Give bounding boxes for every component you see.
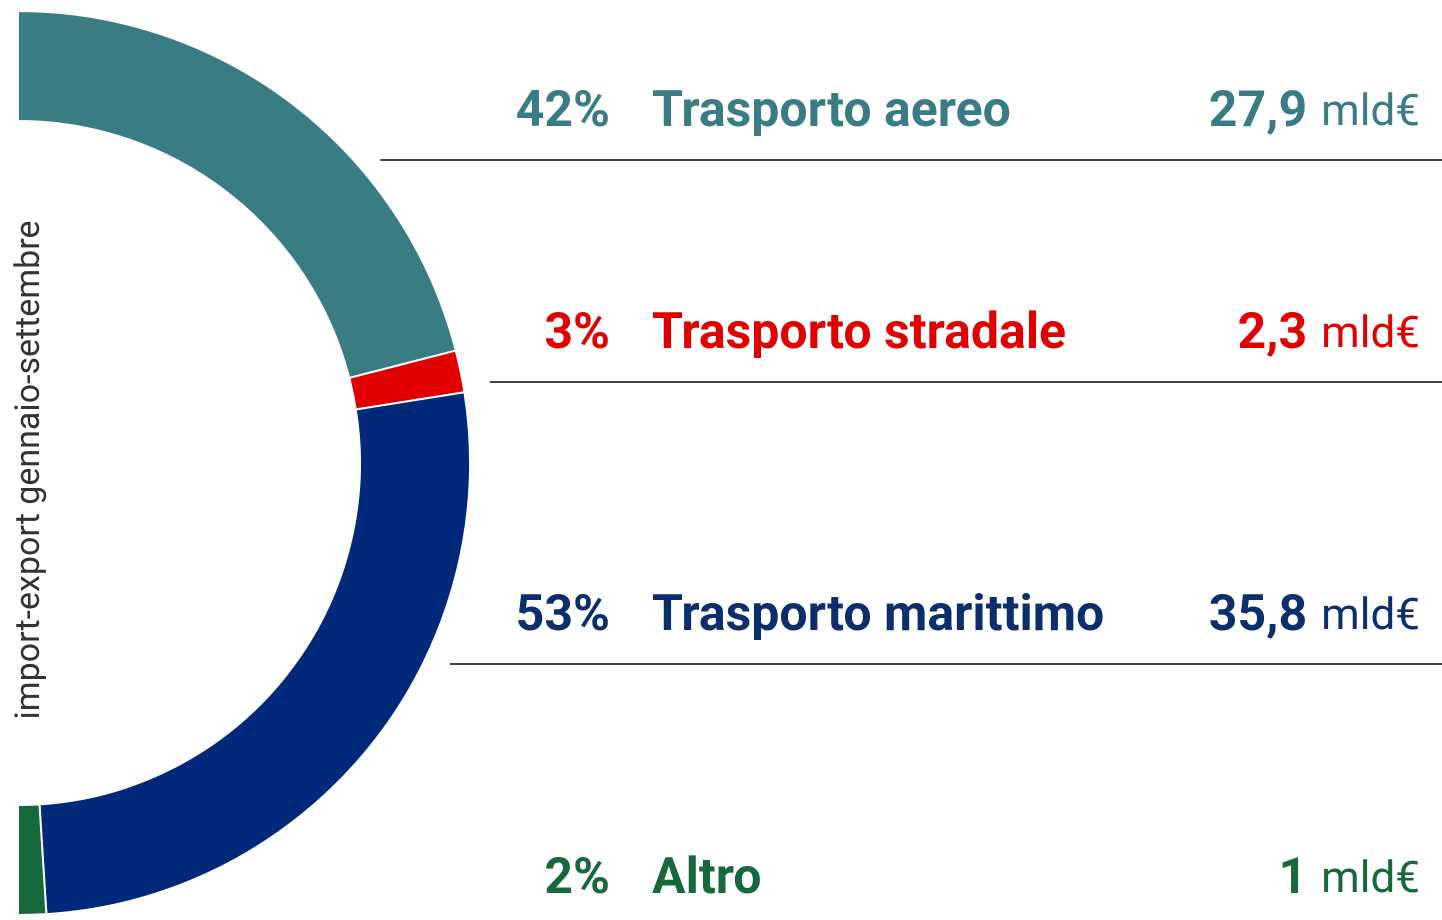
percent-label: 53% <box>516 585 610 643</box>
amount-value: 1 <box>1278 848 1307 906</box>
amount-value: 2,3 <box>1237 303 1307 361</box>
subtitle: import-export gennaio-settembre <box>8 221 48 720</box>
amount-unit: mld€ <box>1321 84 1420 136</box>
category-label: Trasporto stradale <box>652 303 1066 361</box>
amount-label: 35,8 mld€ <box>1209 585 1420 643</box>
amount-unit: mld€ <box>1321 306 1420 358</box>
amount-value: 35,8 <box>1209 585 1307 643</box>
percent-label: 42% <box>516 81 610 139</box>
amount-label: 2,3 mld€ <box>1237 303 1420 361</box>
percent-label: 2% <box>544 848 610 906</box>
amount-value: 27,9 <box>1209 81 1307 139</box>
category-label: Altro <box>652 848 762 906</box>
amount-unit: mld€ <box>1321 851 1420 903</box>
category-label: Trasporto marittimo <box>652 585 1104 643</box>
donut-segment <box>38 391 471 916</box>
percent-label: 3% <box>544 303 610 361</box>
category-label: Trasporto aereo <box>652 81 1011 139</box>
donut-segment <box>17 9 458 380</box>
amount-label: 1 mld€ <box>1278 848 1420 906</box>
donut-segment <box>17 803 48 917</box>
amount-unit: mld€ <box>1321 588 1420 640</box>
amount-label: 27,9 mld€ <box>1209 81 1420 139</box>
